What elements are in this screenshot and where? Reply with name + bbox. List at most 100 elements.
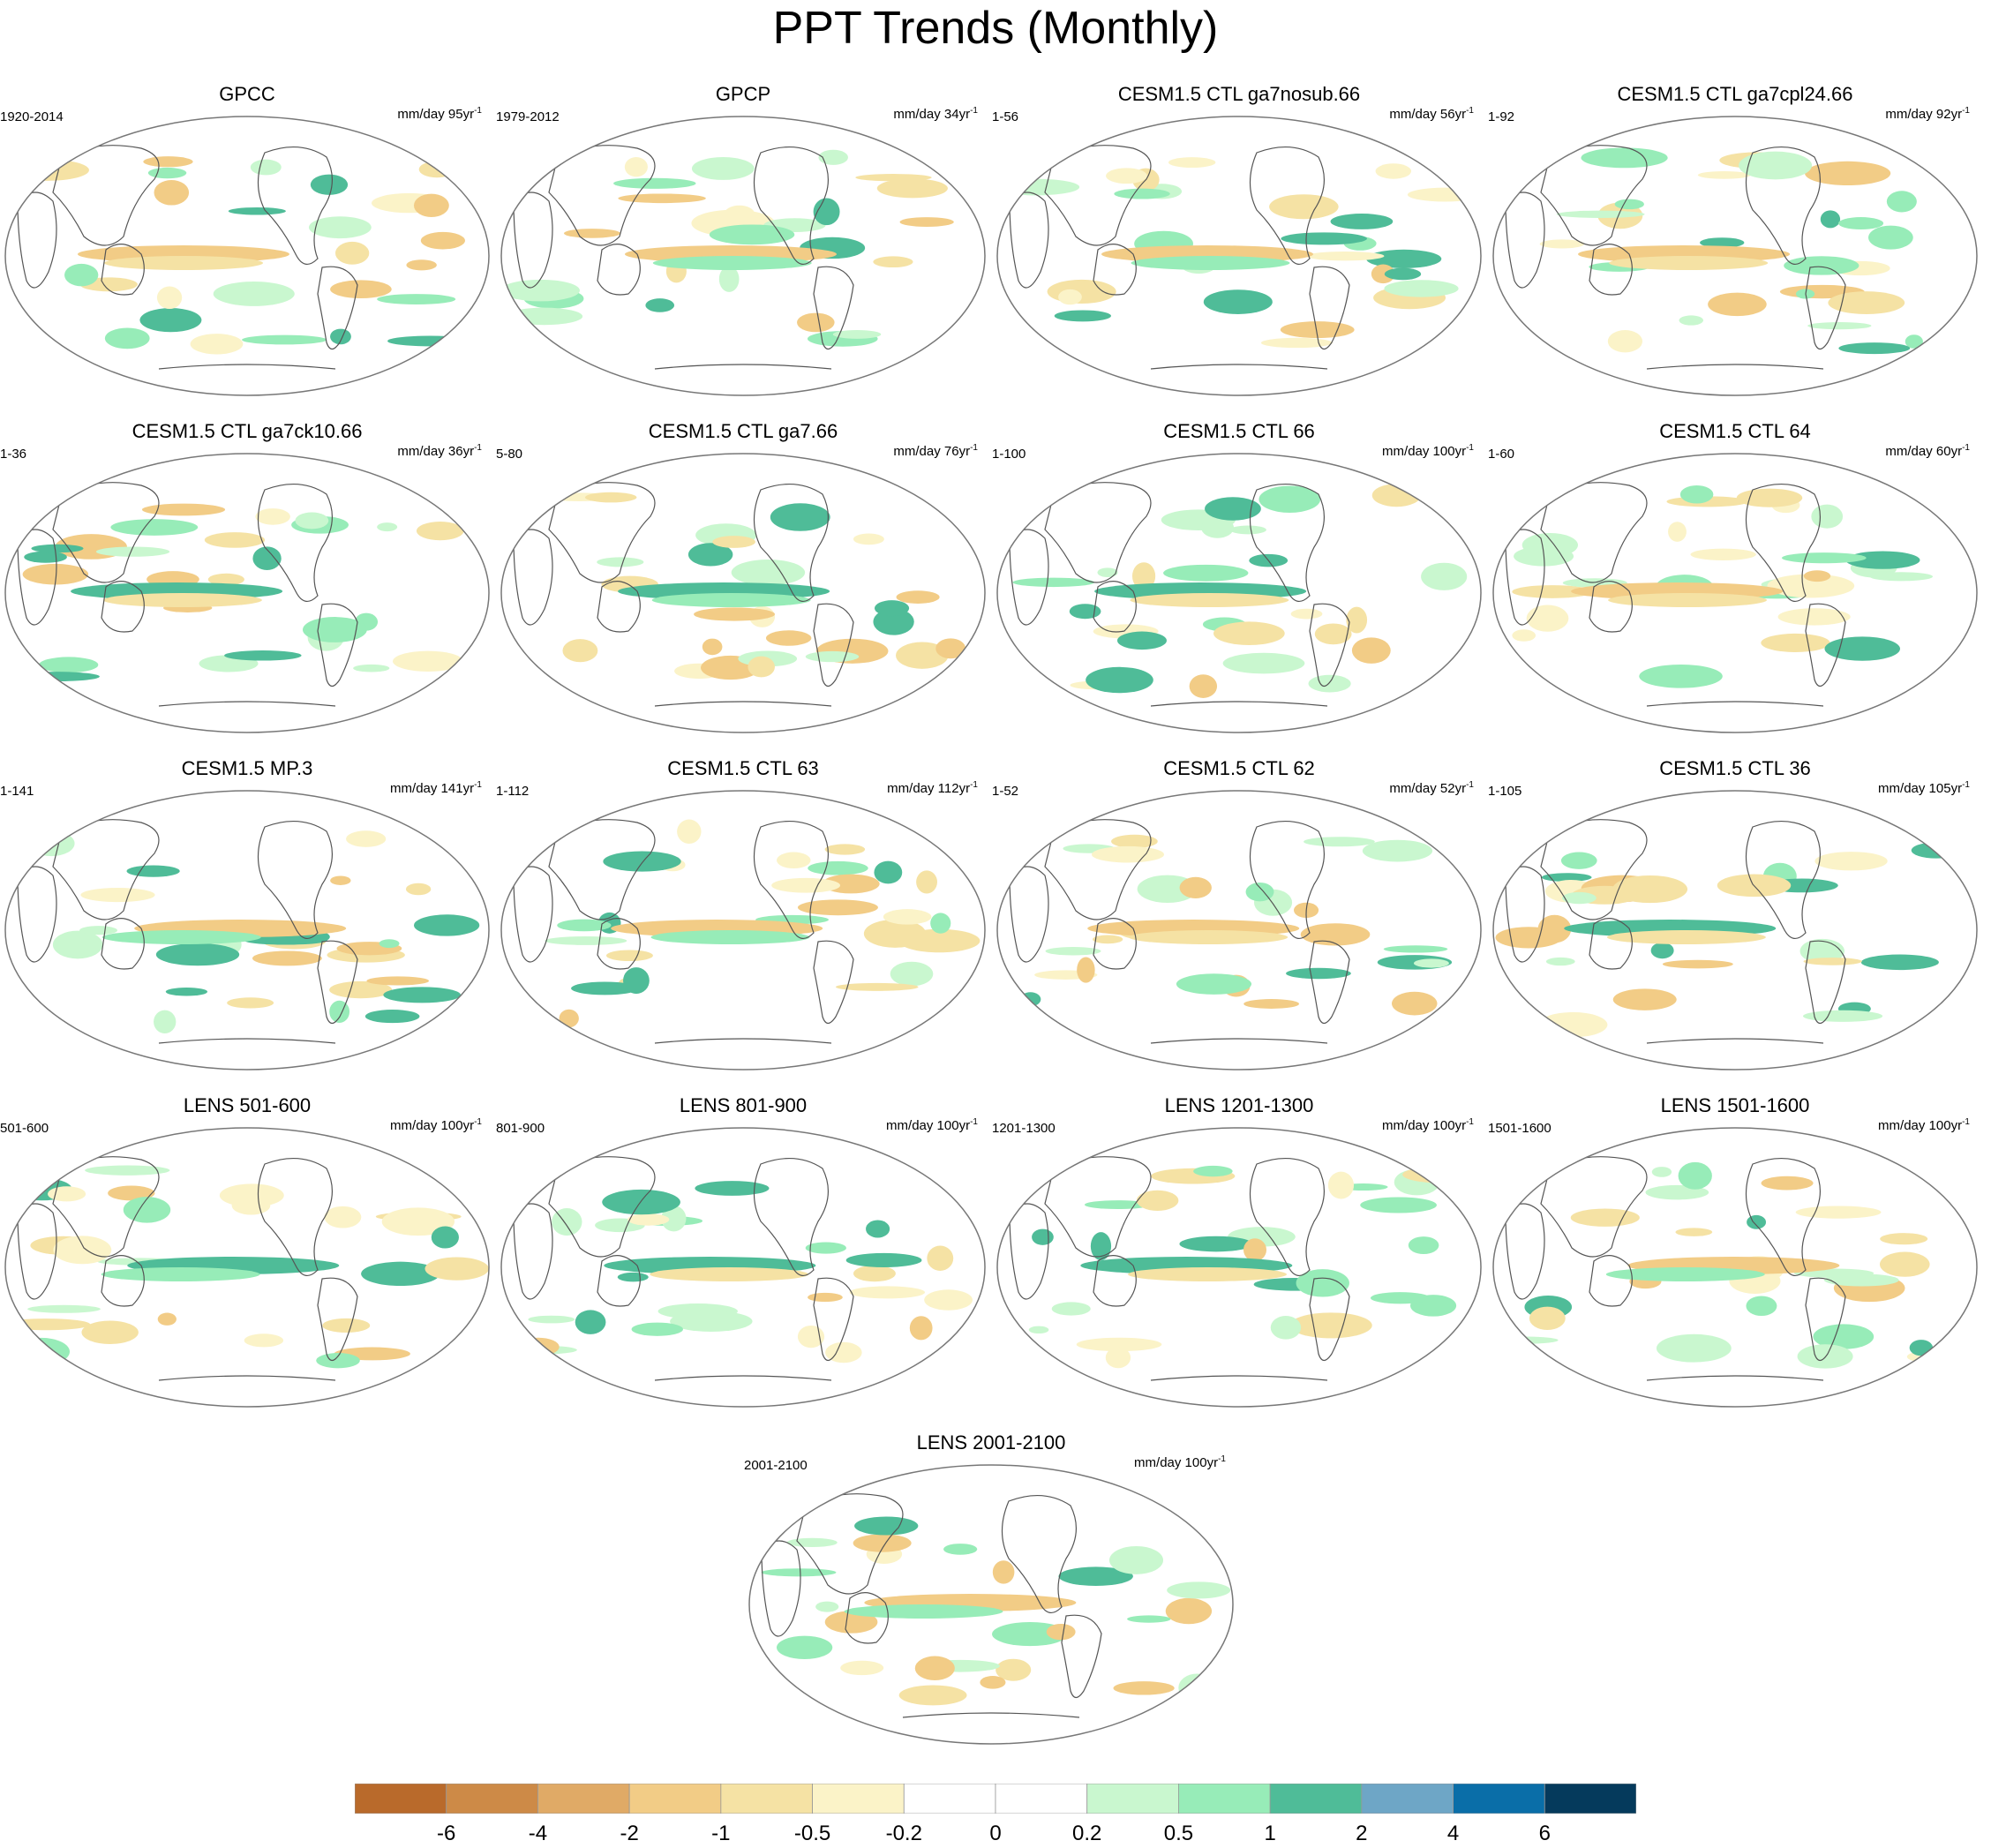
trend-shading [381,1207,455,1236]
map-frame [1492,1127,1978,1408]
trend-shading [1105,1347,1131,1369]
trend-shading [1362,839,1433,862]
trend-shading [1560,852,1597,869]
trend-shading [1046,1623,1076,1641]
trend-shading [81,1320,139,1344]
trend-shading [853,1534,912,1552]
coastline [1646,1375,1824,1381]
trend-shading [1327,1171,1355,1199]
trend-shading [405,883,432,896]
panel-period: 1-56 [992,109,1019,124]
trend-shading [1131,562,1156,590]
trend-shading [1860,954,1939,971]
trend-shading [1886,191,1917,213]
coastline [1745,146,1822,265]
coastline [17,1203,57,1300]
trend-shading [228,207,286,215]
trend-shading [1607,330,1643,353]
trend-shading [329,1000,350,1023]
trend-shading [324,1206,362,1228]
coastline [753,146,830,265]
trend-shading [853,533,884,545]
robinson-map [4,116,490,396]
trend-shading [1351,637,1391,664]
map-panel: LENS 801-900 801-900 mm/day 100yr-1 [496,1094,990,1421]
coastline [1745,820,1822,939]
coastline [17,192,57,289]
coastline [513,1203,553,1300]
trend-shading [1091,845,1164,863]
trend-shading [1045,946,1101,956]
trend-shading [1845,551,1920,569]
trend-shading [1911,842,1961,859]
trend-shading [1929,823,1963,843]
trend-shading [1811,504,1844,529]
trend-shading [308,216,372,239]
trend-shading [139,308,202,333]
panel-period: 1-141 [0,784,34,799]
trend-shading [5,1318,91,1331]
map-frame [1492,790,1978,1070]
trend-shading [330,875,351,885]
trend-shading [1928,824,1958,838]
map-panel: CESM1.5 CTL 63 1-112 mm/day 112yr-1 [496,757,990,1084]
coastline [1540,1156,1648,1258]
colorbar-tick-label: -0.2 [885,1822,922,1845]
map-panel: LENS 501-600 501-600 mm/day 100yr-1 [0,1094,494,1421]
panel-units: mm/day 34yr-1 [893,106,978,122]
panel-units: mm/day 52yr-1 [1389,780,1474,796]
panel-units: mm/day 105yr-1 [1878,780,1970,796]
trend-shading [353,664,390,672]
coastline [548,482,656,583]
trend-shading [650,930,810,944]
colorbar-swatch [1361,1784,1454,1814]
trend-shading [31,544,84,553]
trend-shading [873,256,913,268]
trend-shading [1803,570,1831,582]
trend-shading [295,512,329,530]
trend-shading [786,1537,838,1548]
coastline [1249,146,1326,265]
trend-shading [1700,237,1745,248]
robinson-map [500,116,986,396]
trend-shading [1675,1228,1713,1236]
map-frame [500,1127,986,1408]
panel-period: 1-36 [0,447,27,462]
panel-title: CESM1.5 CTL 66 [1163,420,1315,442]
coastline [513,192,553,289]
trend-shading [1880,1233,1928,1245]
colorbar-tick-label: -2 [620,1822,639,1845]
trend-shading [818,149,848,165]
trend-shading [1767,574,1855,598]
trend-shading [1054,310,1111,322]
panel-period: 1501-1600 [1488,1121,1551,1136]
coastline [101,244,145,296]
trend-shading [1612,988,1677,1010]
map-panel: CESM1.5 CTL ga7cpl24.66 1-92 mm/day 92yr-1 [1488,83,1982,409]
coastline [1805,266,1846,350]
trend-shading [1495,927,1562,949]
panel-period: 1920-2014 [0,109,64,124]
trend-shading [1205,497,1261,521]
robinson-map [1492,116,1978,396]
trend-shading [406,259,437,271]
trend-shading [1838,342,1911,355]
trend-shading [1651,1167,1672,1177]
trend-shading [618,193,706,204]
trend-shading [392,650,463,672]
trend-shading [992,1560,1015,1584]
coastline [654,1038,832,1044]
trend-shading [1093,935,1123,944]
colorbar-swatch [446,1784,538,1814]
trend-shading [1679,315,1704,326]
trend-shading [1129,930,1289,944]
panel-title: GPCP [715,83,771,105]
panel-units: mm/day 92yr-1 [1885,106,1970,122]
trend-shading [224,650,302,661]
trend-shading [765,630,812,646]
map-panel: LENS 2001-2100 2001-2100 mm/day 100yr-1 [744,1431,1238,1758]
figure-title: PPT Trends (Monthly) [772,3,1219,54]
trend-shading [110,519,199,536]
map-panel: CESM1.5 CTL ga7nosub.66 1-56 mm/day 56yr-1 [992,83,1486,409]
trend-shading [1813,1324,1875,1349]
